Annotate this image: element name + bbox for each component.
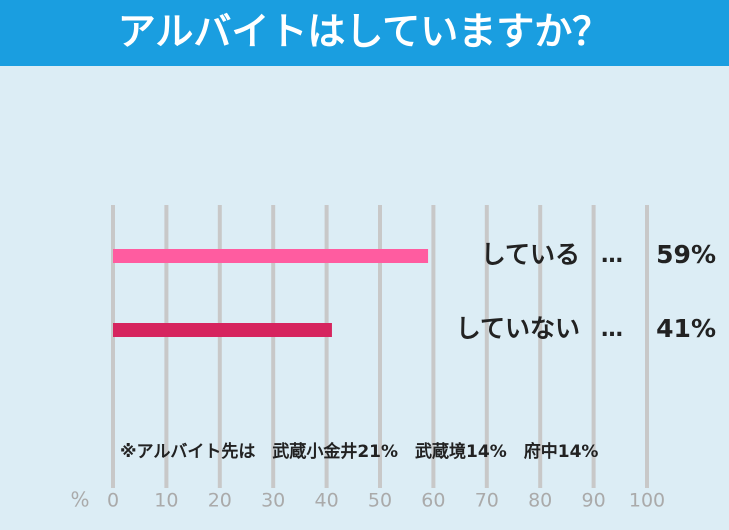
- x-tick-label: 0: [107, 490, 119, 512]
- separator: …: [601, 243, 623, 268]
- note: ※アルバイト先は 武蔵小金井21% 武蔵境14% 府中14%: [120, 441, 598, 462]
- x-tick-label: 100: [629, 490, 665, 512]
- category-label: している: [481, 240, 580, 269]
- x-tick-label: 60: [421, 490, 445, 512]
- separator: …: [601, 317, 623, 342]
- value-label: 41%: [656, 314, 716, 343]
- title-bar: [0, 0, 729, 66]
- x-tick-label: 70: [475, 490, 499, 512]
- x-tick-label: 50: [368, 490, 392, 512]
- x-tick-label: 90: [582, 490, 606, 512]
- x-tick-label: 20: [208, 490, 232, 512]
- x-tick-label: 40: [315, 490, 339, 512]
- x-tick-label: 10: [154, 490, 178, 512]
- chart-title: アルバイトはしていますか？: [118, 10, 610, 54]
- x-tick-label: 80: [528, 490, 552, 512]
- bar: [113, 323, 332, 337]
- x-tick-label: 30: [261, 490, 285, 512]
- category-label: していない: [456, 314, 580, 343]
- x-axis-label: %: [70, 488, 89, 512]
- value-label: 59%: [656, 240, 716, 269]
- bar: [113, 249, 429, 263]
